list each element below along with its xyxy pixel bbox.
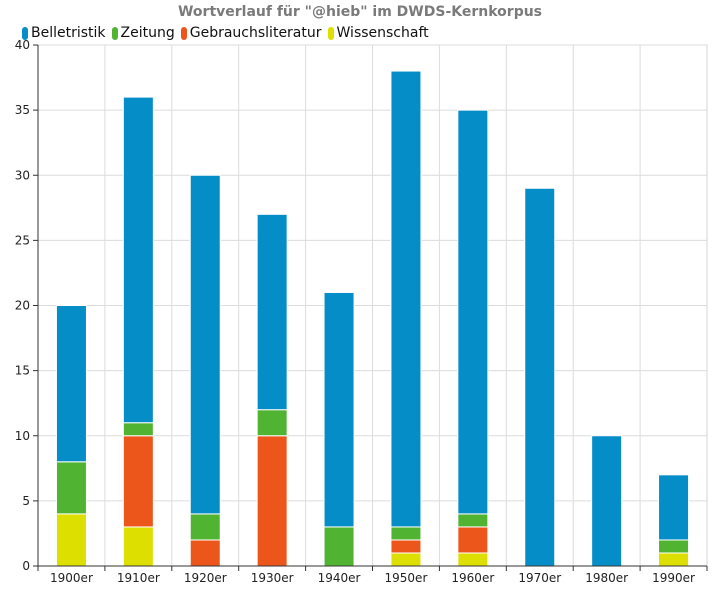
bar-belletristik-1940er[interactable] <box>323 291 355 528</box>
bar-zeitung-1950er[interactable] <box>390 526 422 541</box>
legend-item-belletristik[interactable]: Belletristik <box>22 25 106 41</box>
y-tick-label: 20 <box>15 299 30 313</box>
y-tick-label: 35 <box>15 103 30 117</box>
legend: Belletristik Zeitung Gebrauchsliteratur Wis… <box>22 24 435 42</box>
legend-swatch <box>22 26 28 40</box>
bar-belletristik-1960er[interactable] <box>457 109 489 515</box>
bar-zeitung-1900er[interactable] <box>55 461 87 515</box>
axes: 0 5 10 15 20 25 30 35 40 1900er 1910er 1920er 1930er… <box>15 38 708 585</box>
bar-belletristik-1930er[interactable] <box>256 213 288 411</box>
x-tick-label: 1960er <box>451 571 494 585</box>
bar-gebrauchsliteratur-1950er[interactable] <box>390 539 422 554</box>
bar-belletristik-1920er[interactable] <box>189 174 221 515</box>
legend-swatch <box>327 26 334 40</box>
bar-zeitung-1920er[interactable] <box>189 513 221 541</box>
bar-zeitung-1940er[interactable] <box>323 526 355 567</box>
x-tick-label: 1900er <box>50 571 93 585</box>
chart-title: Wortverlauf für "@hieb" im DWDS-Kernkorp… <box>177 4 543 20</box>
bar-belletristik-1980er[interactable] <box>591 435 623 567</box>
bar-zeitung-1930er[interactable] <box>256 409 288 437</box>
bar-zeitung-1910er[interactable] <box>122 422 154 437</box>
bar-belletristik-1900er[interactable] <box>55 305 87 463</box>
bar-wissenschaft-1950er[interactable] <box>390 552 422 567</box>
legend-item-wissenschaft[interactable]: Wissenschaft <box>327 25 429 41</box>
bar-gebrauchsliteratur-1920er[interactable] <box>189 539 221 567</box>
legend-label: Wissenschaft <box>336 25 429 41</box>
bar-gebrauchsliteratur-1960er[interactable] <box>457 526 489 554</box>
x-tick-label: 1940er <box>318 571 361 585</box>
bar-gebrauchsliteratur-1910er[interactable] <box>122 435 154 528</box>
legend-label: Zeitung <box>120 25 175 41</box>
y-tick-label: 25 <box>15 233 30 247</box>
legend-item-gebrauchsliteratur[interactable]: Gebrauchsliteratur <box>180 25 322 41</box>
legend-swatch <box>180 26 187 40</box>
x-tick-label: 1930er <box>251 571 294 585</box>
x-tick-label: 1920er <box>184 571 227 585</box>
legend-swatch <box>111 26 118 40</box>
x-tick-label: 1970er <box>518 571 561 585</box>
bar-gebrauchsliteratur-1930er[interactable] <box>256 435 288 567</box>
bar-belletristik-1910er[interactable] <box>122 96 154 424</box>
bar-wissenschaft-1900er[interactable] <box>55 513 87 567</box>
y-tick-label: 15 <box>15 364 30 378</box>
bar-belletristik-1950er[interactable] <box>390 70 422 528</box>
x-tick-label: 1950er <box>385 571 428 585</box>
y-tick-label: 10 <box>15 429 30 443</box>
bar-wissenschaft-1960er[interactable] <box>457 552 489 567</box>
x-tick-label: 1910er <box>117 571 160 585</box>
bars <box>55 70 690 567</box>
y-tick-label: 40 <box>15 38 30 52</box>
bar-belletristik-1970er[interactable] <box>524 187 556 567</box>
legend-label: Gebrauchsliteratur <box>189 25 322 41</box>
y-tick-label: 30 <box>15 168 30 182</box>
bar-wissenschaft-1910er[interactable] <box>122 526 154 567</box>
y-tick-label: 0 <box>22 559 30 573</box>
x-tick-label: 1990er <box>652 571 695 585</box>
legend-item-zeitung[interactable]: Zeitung <box>111 25 175 41</box>
x-tick-label: 1980er <box>585 571 628 585</box>
bar-zeitung-1990er[interactable] <box>658 539 690 554</box>
bar-belletristik-1990er[interactable] <box>658 474 690 541</box>
bar-zeitung-1960er[interactable] <box>457 513 489 528</box>
bar-wissenschaft-1990er[interactable] <box>658 552 690 567</box>
y-tick-label: 5 <box>22 494 30 508</box>
legend-label: Belletristik <box>31 25 106 41</box>
